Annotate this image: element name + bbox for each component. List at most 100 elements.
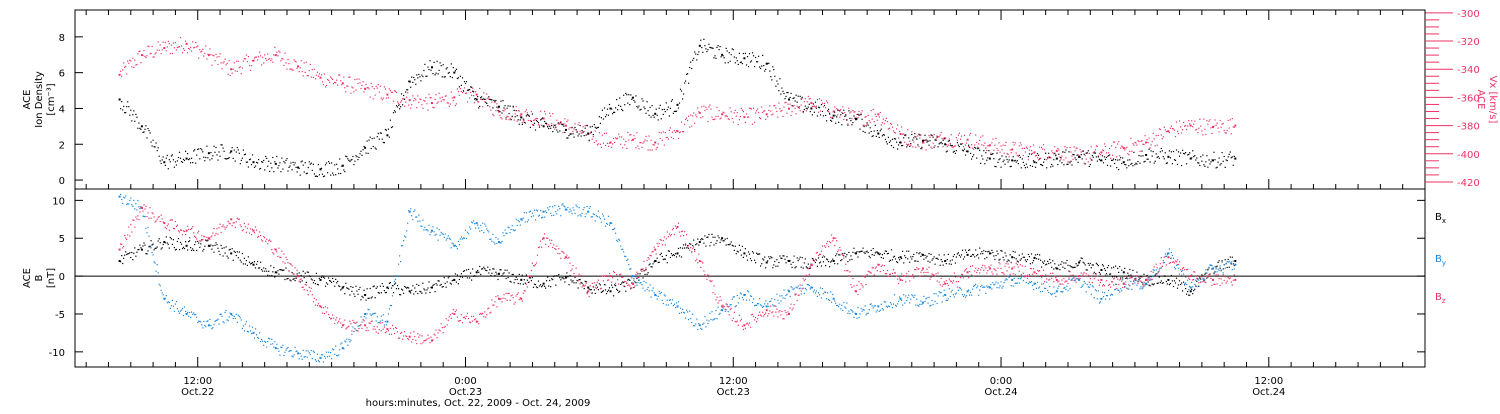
field-by-sample bbox=[660, 293, 661, 294]
field-bx-sample bbox=[1148, 281, 1149, 282]
velocity-sample bbox=[1183, 122, 1184, 123]
field-by-sample bbox=[1218, 269, 1219, 270]
density-sample bbox=[683, 93, 684, 94]
field-bz-sample bbox=[417, 333, 418, 334]
density-sample bbox=[909, 146, 910, 147]
velocity-sample bbox=[1186, 129, 1187, 130]
velocity-sample bbox=[273, 54, 274, 55]
field-bx-sample bbox=[1039, 254, 1040, 255]
field-bz-sample bbox=[375, 329, 376, 330]
velocity-sample bbox=[1194, 121, 1195, 122]
velocity-sample bbox=[992, 139, 993, 140]
velocity-sample bbox=[623, 139, 624, 140]
field-bx-sample bbox=[408, 287, 409, 288]
field-bx-sample bbox=[262, 271, 263, 272]
field-bx-sample bbox=[1022, 253, 1023, 254]
field-by-sample bbox=[924, 301, 925, 302]
field-by-sample bbox=[330, 352, 331, 353]
density-sample bbox=[1078, 162, 1079, 163]
field-bx-sample bbox=[198, 243, 199, 244]
density-sample bbox=[1133, 152, 1134, 153]
density-sample bbox=[831, 121, 832, 122]
velocity-sample bbox=[1026, 147, 1027, 148]
field-by-sample bbox=[748, 291, 749, 292]
velocity-sample bbox=[982, 135, 983, 136]
field-bx-sample bbox=[571, 281, 572, 282]
field-bx-sample bbox=[669, 251, 670, 252]
field-by-sample bbox=[1166, 256, 1167, 257]
velocity-sample bbox=[272, 62, 273, 63]
field-by-sample bbox=[312, 358, 313, 359]
field-bx-sample bbox=[162, 247, 163, 248]
field-bx-sample bbox=[332, 278, 333, 279]
field-by-sample bbox=[424, 227, 425, 228]
field-bx-sample bbox=[894, 256, 895, 257]
velocity-sample bbox=[156, 52, 157, 53]
density-sample bbox=[954, 151, 955, 152]
velocity-sample bbox=[867, 124, 868, 125]
field-by-sample bbox=[1064, 287, 1065, 288]
velocity-sample bbox=[411, 104, 412, 105]
velocity-sample bbox=[377, 88, 378, 89]
velocity-sample bbox=[1075, 150, 1076, 151]
velocity-sample bbox=[893, 130, 894, 131]
field-bz-sample bbox=[145, 206, 146, 207]
density-sample bbox=[897, 148, 898, 149]
density-sample bbox=[1182, 150, 1183, 151]
field-by-sample bbox=[1097, 298, 1098, 299]
field-by-sample bbox=[127, 203, 128, 204]
density-sample bbox=[126, 106, 127, 107]
field-by-point bbox=[1234, 264, 1236, 266]
field-by-sample bbox=[189, 312, 190, 313]
field-by-sample bbox=[566, 209, 567, 210]
density-sample bbox=[515, 116, 516, 117]
density-sample bbox=[1077, 155, 1078, 156]
density-sample bbox=[844, 116, 845, 117]
field-bx-sample bbox=[962, 250, 963, 251]
density-sample bbox=[1227, 160, 1228, 161]
field-bx-sample bbox=[1044, 260, 1045, 261]
field-bx-sample bbox=[194, 244, 195, 245]
velocity-sample bbox=[214, 60, 215, 61]
field-by-sample bbox=[1072, 278, 1073, 279]
density-sample bbox=[1218, 162, 1219, 163]
field-by-sample bbox=[933, 304, 934, 305]
density-sample bbox=[637, 107, 638, 108]
density-sample bbox=[509, 113, 510, 114]
field-bx-sample bbox=[822, 257, 823, 258]
density-sample bbox=[1055, 155, 1056, 156]
field-by-sample bbox=[954, 296, 955, 297]
velocity-sample bbox=[564, 118, 565, 119]
density-sample bbox=[338, 173, 339, 174]
velocity-sample bbox=[366, 84, 367, 85]
field-by-sample bbox=[181, 310, 182, 311]
velocity-sample bbox=[672, 132, 673, 133]
density-point bbox=[743, 57, 745, 59]
field-bz-sample bbox=[354, 323, 355, 324]
field-bx-sample bbox=[776, 259, 777, 260]
velocity-sample bbox=[1014, 144, 1015, 145]
density-sample bbox=[194, 149, 195, 150]
density-sample bbox=[212, 155, 213, 156]
field-by-sample bbox=[636, 285, 637, 286]
field-by-sample bbox=[267, 341, 268, 342]
density-sample bbox=[638, 106, 639, 107]
field-by-sample bbox=[1165, 253, 1166, 254]
velocity-sample bbox=[979, 140, 980, 141]
velocity-sample bbox=[232, 73, 233, 74]
velocity-sample bbox=[1170, 128, 1171, 129]
field-bx-sample bbox=[987, 251, 988, 252]
density-sample bbox=[398, 105, 399, 106]
density-sample bbox=[1120, 157, 1121, 158]
field-bz-point bbox=[453, 313, 455, 315]
field-bz-sample bbox=[153, 213, 154, 214]
velocity-sample bbox=[418, 102, 419, 103]
velocity-sample bbox=[537, 118, 538, 119]
density-sample bbox=[445, 76, 446, 77]
velocity-sample bbox=[656, 149, 657, 150]
field-by-sample bbox=[992, 282, 993, 283]
density-sample bbox=[684, 82, 685, 83]
field-bx-sample bbox=[1119, 266, 1120, 267]
field-by-sample bbox=[996, 287, 997, 288]
field-bx-sample bbox=[479, 266, 480, 267]
